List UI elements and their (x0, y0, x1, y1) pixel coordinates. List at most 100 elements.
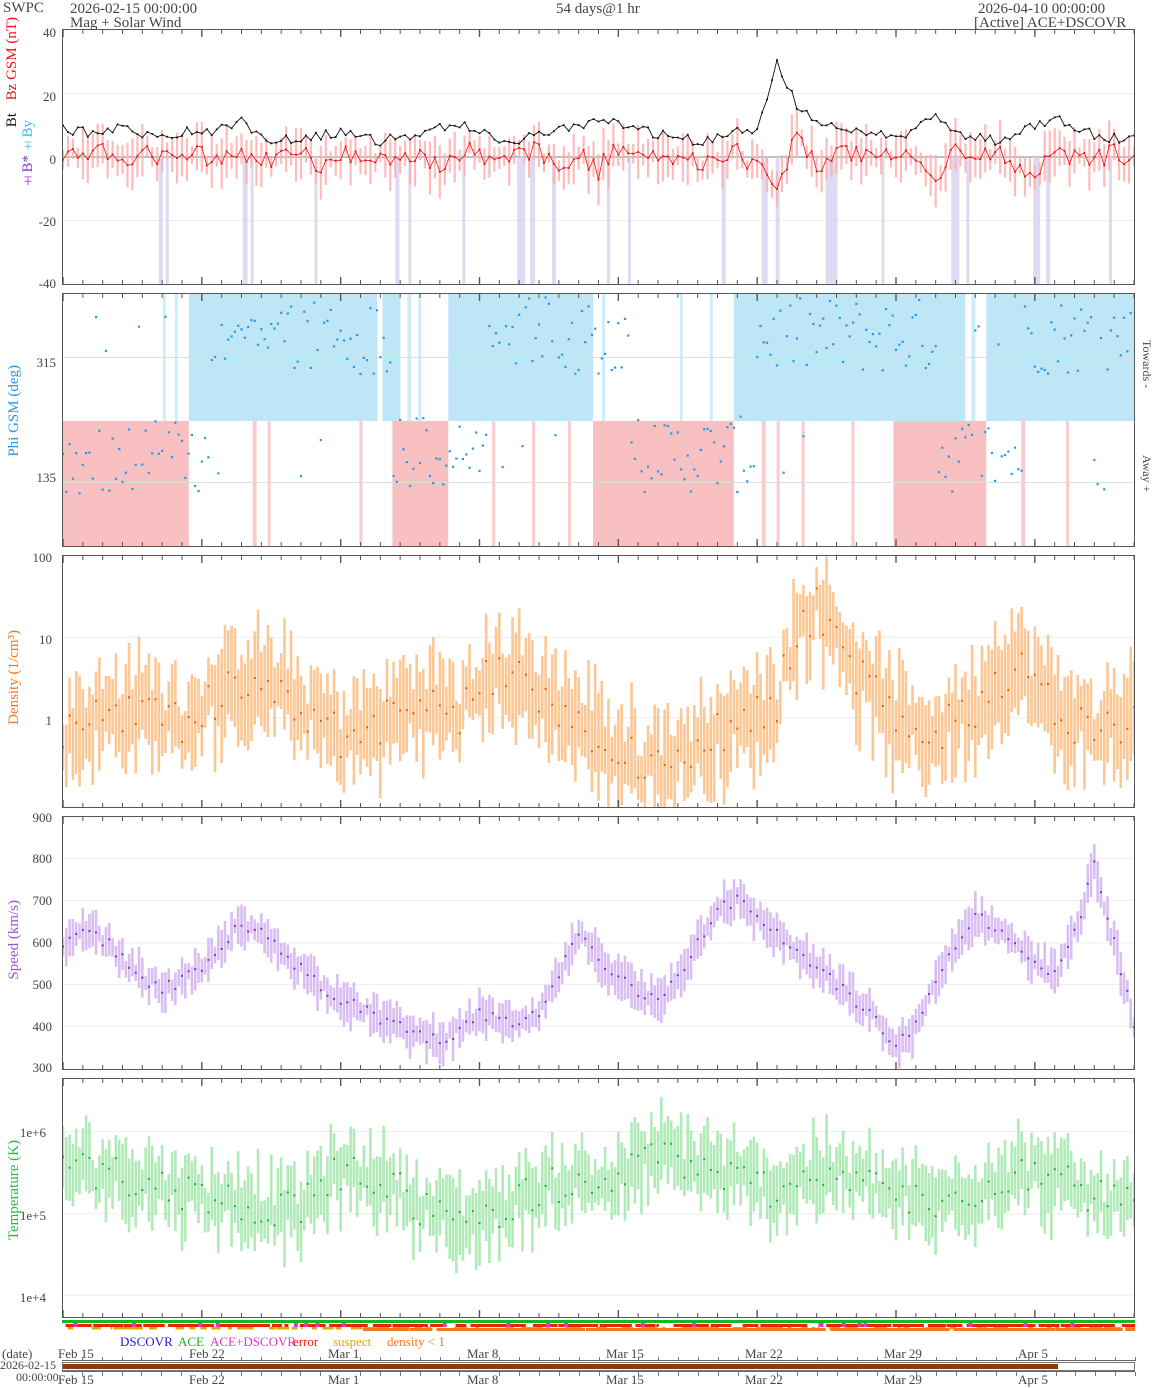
date-tick-top-1: Feb 22 (189, 1346, 225, 1361)
date-minor-tick (320, 1372, 322, 1376)
phi-plot (63, 294, 1134, 546)
date-minor-tick (598, 1357, 600, 1361)
date-minor-tick (141, 1372, 143, 1376)
date-minor-tick (101, 1357, 103, 1361)
panel-phi-angle[interactable] (62, 293, 1135, 547)
legend-item-ace-dscovr: ACE+DSCOVR (210, 1334, 297, 1349)
date-minor-tick (936, 1357, 938, 1361)
time-span-label: 54 days@1 hr (556, 1, 640, 17)
speed-plot (63, 817, 1134, 1069)
date-minor-tick (280, 1372, 282, 1376)
date-minor-tick (280, 1357, 282, 1361)
date-minor-tick (260, 1372, 262, 1376)
date-minor-tick (81, 1372, 83, 1376)
density-series-points (63, 587, 1134, 779)
date-minor-tick (558, 1372, 560, 1376)
speed-ytick-900: 900 (32, 810, 53, 825)
date-minor-tick (856, 1357, 858, 1361)
date-minor-tick (538, 1357, 540, 1361)
date-minor-tick (1095, 1357, 1097, 1361)
date-minor-tick (817, 1372, 819, 1376)
date-minor-tick (379, 1357, 381, 1361)
date-minor-tick (181, 1357, 183, 1361)
speed-ytick-600: 600 (32, 935, 53, 950)
date-minor-tick (439, 1372, 441, 1376)
date-minor-tick (399, 1357, 401, 1361)
phi-axis-ticks (63, 294, 1134, 546)
data-source-status-bar[interactable] (62, 1319, 1148, 1335)
panel-magnetic-field[interactable] (62, 29, 1135, 285)
legend-item-suspect: suspect (333, 1334, 372, 1349)
date-minor-tick (81, 1357, 83, 1361)
density-ytick-10: 10 (39, 632, 52, 647)
temperature-gridlines (63, 1131, 1134, 1296)
y-label-temperature: Temperature (K) (6, 1140, 22, 1241)
date-minor-tick (658, 1357, 660, 1361)
phi-right-label-away: Away + (1140, 455, 1154, 493)
date-minor-tick (797, 1357, 799, 1361)
date-minor-tick (459, 1372, 461, 1376)
status-ace-line (62, 1320, 1135, 1323)
date-minor-tick (419, 1372, 421, 1376)
date-minor-tick (1015, 1372, 1017, 1376)
date-minor-tick (379, 1372, 381, 1376)
date-minor-tick (1135, 1357, 1136, 1361)
date-minor-tick (578, 1357, 580, 1361)
date-minor-tick (956, 1372, 958, 1376)
phi-scatter-points (63, 296, 1132, 495)
date-minor-tick (995, 1357, 997, 1361)
phi-ytick-135: 135 (36, 470, 57, 485)
y-label-bt: Bt (4, 113, 20, 128)
date-minor-tick (777, 1357, 779, 1361)
date-minor-tick (399, 1372, 401, 1376)
date-tick-top-3: Mar 8 (467, 1346, 499, 1361)
speed-ytick-800: 800 (32, 851, 53, 866)
date-minor-tick (240, 1357, 242, 1361)
start-time-label: 2026-02-15 00:00:00 (70, 1, 198, 17)
date-minor-tick (300, 1372, 302, 1376)
date-minor-tick (876, 1357, 878, 1361)
date-minor-tick (220, 1372, 222, 1376)
date-minor-tick (161, 1372, 163, 1376)
status-error-segments (65, 1324, 1139, 1327)
date-tick-bottom-0: Feb 15 (58, 1372, 94, 1387)
date-minor-tick (419, 1357, 421, 1361)
date-minor-tick (677, 1357, 679, 1361)
date-tick-bottom-4: Mar 15 (606, 1372, 644, 1387)
date-minor-tick (916, 1372, 918, 1376)
date-minor-tick (121, 1357, 123, 1361)
date-minor-tick (499, 1357, 501, 1361)
density-error-envelope (63, 556, 1134, 807)
date-minor-tick (1115, 1357, 1117, 1361)
date-axis-value-time: 00:00:00 (16, 1370, 59, 1384)
temp-ytick-1e6: 1e+6 (19, 1125, 46, 1140)
density-axis-ticks (63, 556, 1134, 807)
panel-temperature[interactable] (62, 1078, 1135, 1318)
date-minor-tick (697, 1372, 699, 1376)
date-minor-tick (1095, 1372, 1097, 1376)
date-minor-tick (737, 1357, 739, 1361)
date-minor-tick (439, 1357, 441, 1361)
panel-speed[interactable] (62, 816, 1135, 1070)
speed-ytick-700: 700 (32, 893, 53, 908)
date-axis[interactable]: (date) 2026-02-15 00:00:00 Feb 15 Feb 22… (0, 1345, 1157, 1388)
date-tick-bottom-7: Apr 5 (1018, 1372, 1048, 1387)
date-minor-tick (638, 1372, 640, 1376)
date-tick-top-2: Mar 1 (328, 1346, 360, 1361)
date-minor-tick (519, 1357, 521, 1361)
timeline-scrollbar[interactable] (62, 1362, 1135, 1371)
date-minor-tick (976, 1372, 978, 1376)
date-minor-tick (578, 1372, 580, 1376)
density-ytick-1: 1 (45, 713, 53, 728)
panel-density[interactable] (62, 555, 1135, 808)
date-minor-tick (1055, 1357, 1057, 1361)
phi-gridlines (63, 357, 1134, 483)
date-minor-tick (538, 1372, 540, 1376)
date-tick-bottom-3: Mar 8 (467, 1372, 499, 1387)
date-minor-tick (876, 1372, 878, 1376)
density-plot (63, 556, 1134, 807)
speed-ytick-300: 300 (32, 1060, 53, 1075)
date-minor-tick (360, 1372, 362, 1376)
date-minor-tick (459, 1357, 461, 1361)
timeline-scrollbar-thumb[interactable] (63, 1364, 1058, 1369)
